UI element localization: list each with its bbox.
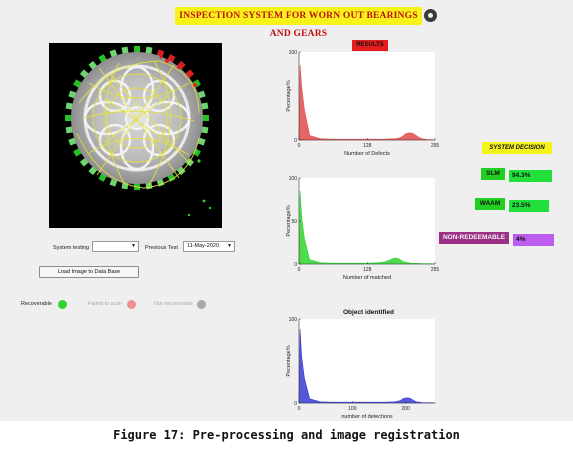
previous-test-value: 11-May-2020 <box>187 243 219 249</box>
figure-caption: Figure 17: Pre-processing and image regi… <box>113 428 460 442</box>
y-tick-label: 100 <box>289 50 298 56</box>
chevron-down-icon: ▼ <box>227 243 232 249</box>
lamp-label-failed-to-scan: Failed to scan <box>88 301 123 307</box>
app-title: INSPECTION SYSTEM FOR WORN OUT BEARINGS … <box>175 7 422 39</box>
x-tick-label: 0 <box>298 406 301 412</box>
y-tick-label: 0 <box>294 401 297 407</box>
histogram-charts: 0 128 255 0 100 Number of Defects Pecentage% 0 1… <box>286 50 440 420</box>
x-tick-label: 255 <box>431 143 440 149</box>
failed-to-scan-lamp <box>127 300 136 309</box>
inspection-image <box>49 43 222 228</box>
histogram-series <box>298 190 436 265</box>
app-window: INSPECTION SYSTEM FOR WORN OUT BEARINGS … <box>0 0 573 421</box>
chart-plot-area <box>299 319 435 403</box>
histogram-series <box>298 329 436 404</box>
y-tick-label: 50 <box>291 219 297 225</box>
slm-label: SLM <box>481 168 505 180</box>
y-axis-label: Pecentage% <box>286 345 292 376</box>
y-tick-label: 0 <box>294 138 297 144</box>
x-axis-label: number of detections <box>341 414 393 420</box>
y-tick-label: 100 <box>289 317 298 323</box>
x-axis-label: Number of Defects <box>344 151 390 157</box>
recoverable-lamp <box>58 300 67 309</box>
x-tick-label: 200 <box>401 406 410 412</box>
y-tick-label: 0 <box>294 262 297 268</box>
x-tick-label: 100 <box>348 406 357 412</box>
non-redeemable-value: 4% <box>513 234 554 246</box>
previous-test-label: Previous Test <box>145 245 178 251</box>
system-decision-title: SYSTEM DECISION <box>482 142 552 154</box>
histogram-series <box>298 65 436 141</box>
y-axis-label: Pecentage% <box>286 80 292 111</box>
chart-plot-area <box>299 52 435 140</box>
settings-toggle-icon[interactable] <box>424 9 437 22</box>
waam-label: WAAM <box>475 198 505 210</box>
chart-plot-area <box>299 178 435 264</box>
system-testing-dropdown[interactable]: ▼ <box>92 241 139 252</box>
y-tick-label: 100 <box>289 176 298 182</box>
y-axis-label: Pecentage% <box>286 205 292 236</box>
previous-test-dropdown[interactable]: 11-May-2020 ▼ <box>183 241 235 252</box>
results-label: RESULTS <box>352 40 388 51</box>
non-redeemable-label: NON-REDEEMABLE <box>439 232 509 244</box>
not-recoverable-lamp <box>197 300 206 309</box>
x-tick-label: 128 <box>363 267 372 273</box>
chevron-down-icon: ▼ <box>131 243 136 249</box>
system-testing-label: System testing <box>53 245 90 251</box>
object-identified-title: Object identified <box>343 309 394 316</box>
gear-image-icon <box>65 46 212 217</box>
slm-value: 94.3% <box>509 170 552 182</box>
waam-value: 23.5% <box>509 200 549 212</box>
lamp-label-not-recoverable: Not recoverable <box>154 301 193 307</box>
x-axis-label: Number of matched <box>343 275 391 281</box>
lamp-label-recoverable: Recoverable <box>21 301 52 307</box>
x-tick-label: 0 <box>298 267 301 273</box>
x-tick-label: 255 <box>431 267 440 273</box>
load-image-button[interactable]: Load Image to Data Base <box>39 266 139 278</box>
x-tick-label: 128 <box>363 143 372 149</box>
x-tick-label: 0 <box>298 143 301 149</box>
